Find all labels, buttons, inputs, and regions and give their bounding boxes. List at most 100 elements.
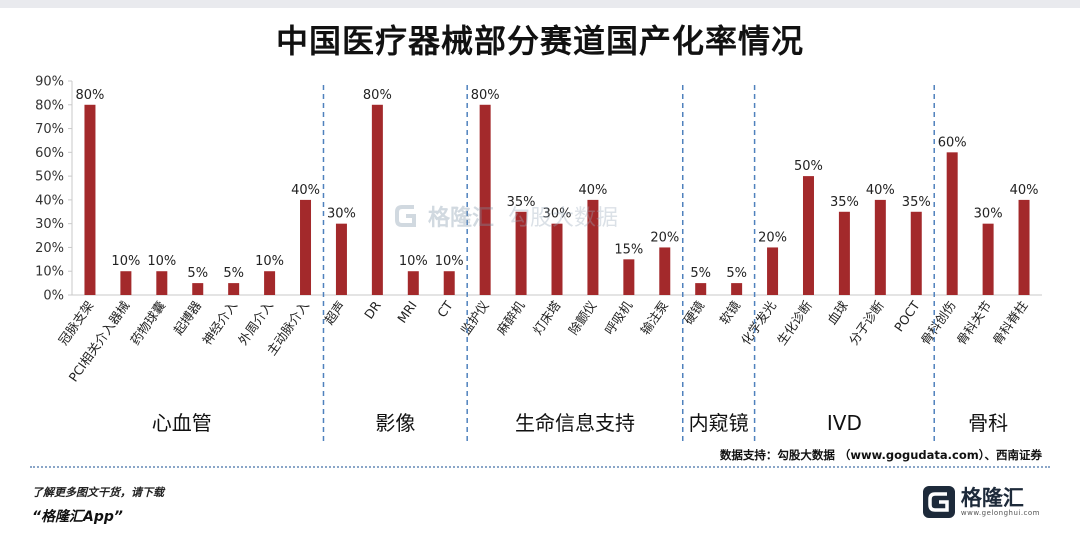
category-label: 骨科脊柱: [990, 298, 1031, 348]
bar: [587, 199, 599, 295]
bar: [946, 152, 958, 295]
group-label: 心血管: [152, 411, 212, 435]
watermark: 格隆汇 勾股大数据: [392, 200, 618, 232]
data-label: 80%: [363, 88, 392, 103]
data-label: 10%: [435, 254, 464, 269]
category-label: 神经介入: [199, 298, 240, 348]
data-label: 5%: [726, 266, 747, 281]
category-label: 麻醉机: [494, 298, 528, 338]
logo-name: 格隆汇: [960, 486, 1024, 510]
bar: [156, 271, 168, 295]
data-label: 20%: [758, 230, 787, 245]
data-label: 80%: [76, 88, 105, 103]
data-label: 80%: [471, 88, 500, 103]
data-label: 60%: [938, 135, 967, 150]
category-label: 软镜: [716, 298, 743, 327]
bar: [479, 104, 491, 296]
category-label: MRI: [394, 298, 420, 326]
gelonghui-logo: 格隆汇 www.gelonghui.com: [922, 486, 1040, 518]
bar: [515, 211, 527, 295]
y-tick-label: 70%: [35, 122, 64, 137]
bar: [731, 283, 743, 295]
chart-title: 中国医疗器械部分赛道国产化率情况: [275, 22, 804, 60]
category-label: 化学发光: [738, 298, 779, 348]
bar: [300, 199, 312, 295]
data-label: 40%: [578, 183, 607, 198]
y-tick-label: 0%: [43, 289, 64, 304]
data-label: 40%: [291, 183, 320, 198]
data-label: 15%: [614, 242, 643, 257]
data-label: 5%: [690, 266, 711, 281]
data-label: 10%: [255, 254, 284, 269]
category-label: 硬镜: [681, 298, 708, 327]
bar: [120, 271, 132, 295]
data-label: 50%: [794, 159, 823, 174]
category-label: 药物球囊: [127, 298, 168, 348]
data-label: 40%: [866, 183, 895, 198]
group-label: 生命信息支持: [515, 411, 635, 435]
y-tick-label: 40%: [35, 193, 64, 208]
bar: [443, 271, 455, 295]
category-label: 监护仪: [458, 298, 492, 338]
bar: [910, 211, 922, 295]
group-label: 影像: [375, 411, 415, 435]
bar: [695, 283, 707, 295]
category-label: 呼吸机: [602, 298, 636, 338]
data-label: 20%: [650, 230, 679, 245]
category-label: DR: [361, 298, 384, 322]
data-label: 10%: [399, 254, 428, 269]
bar: [228, 283, 240, 295]
y-tick-label: 50%: [35, 170, 64, 185]
y-tick-label: 90%: [35, 75, 64, 90]
category-label: 骨科关节: [954, 298, 995, 348]
data-label: 10%: [147, 254, 176, 269]
category-label: 起搏器: [170, 298, 204, 338]
category-label: 输注泵: [637, 298, 671, 337]
y-tick-label: 60%: [35, 146, 64, 161]
group-label: 内窥镜: [689, 411, 749, 435]
category-label: 分子诊断: [846, 298, 887, 348]
group-label: 骨科: [968, 411, 1008, 435]
bar: [335, 223, 347, 295]
data-label: 30%: [543, 207, 572, 222]
bar: [659, 247, 671, 295]
data-label: 5%: [187, 266, 208, 281]
logo-url: www.gelonghui.com: [960, 509, 1040, 517]
bar: [551, 223, 563, 295]
category-label: 生化诊断: [774, 298, 815, 348]
bar: [407, 271, 419, 295]
category-label: 血球: [824, 298, 851, 327]
y-tick-label: 20%: [35, 241, 64, 256]
data-label: 35%: [830, 195, 859, 210]
bar: [192, 283, 204, 295]
top-band: [0, 0, 1080, 8]
data-source: 数据支持：勾股大数据 （www.gogudata.com）、西南证券: [719, 448, 1042, 462]
bar: [371, 104, 383, 296]
bar: [84, 104, 96, 296]
category-label: 超声: [321, 298, 348, 327]
category-label: 灯床塔: [530, 298, 564, 338]
gelonghui-logo-icon: [922, 486, 955, 518]
bar: [982, 223, 994, 295]
category-label: 骨科创伤: [918, 298, 959, 348]
y-tick-label: 80%: [35, 98, 64, 113]
bar: [623, 259, 635, 295]
data-label: 5%: [223, 266, 244, 281]
category-label: POCT: [891, 298, 923, 335]
footer-download-text: 了解更多图文干货，请下载: [32, 486, 164, 499]
bar: [874, 199, 886, 295]
data-label: 40%: [1010, 183, 1039, 198]
group-label: IVD: [827, 411, 862, 435]
data-label: 35%: [507, 195, 536, 210]
y-tick-label: 30%: [35, 217, 64, 232]
bar: [838, 211, 850, 295]
bar: [264, 271, 276, 295]
watermark-brand: 格隆汇: [428, 206, 495, 231]
category-label: 除颤仪: [566, 298, 600, 338]
footer-app-name: “格隆汇App”: [32, 509, 123, 525]
bar: [767, 247, 779, 295]
y-tick-label: 10%: [35, 265, 64, 280]
data-label: 10%: [111, 254, 140, 269]
data-label: 35%: [902, 195, 931, 210]
